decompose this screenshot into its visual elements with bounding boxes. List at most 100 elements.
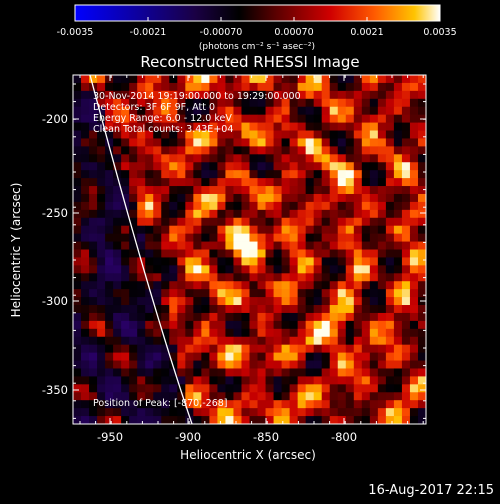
- image-pixel: [89, 233, 98, 242]
- image-pixel: [105, 257, 114, 266]
- image-pixel: [185, 193, 194, 203]
- image-pixel: [161, 289, 170, 298]
- image-pixel: [337, 130, 347, 139]
- image-pixel: [353, 225, 363, 235]
- image-pixel: [385, 193, 395, 203]
- image-pixel: [257, 178, 266, 187]
- image-pixel: [169, 305, 178, 314]
- image-pixel: [273, 82, 282, 92]
- image-pixel: [113, 297, 122, 306]
- image-pixel: [169, 98, 178, 108]
- image-pixel: [185, 98, 194, 108]
- image-pixel: [297, 82, 307, 92]
- image-pixel: [153, 162, 162, 171]
- image-pixel: [241, 162, 250, 171]
- image-pixel: [329, 233, 339, 242]
- image-pixel: [329, 408, 339, 417]
- image-pixel: [233, 138, 242, 147]
- image-pixel: [297, 170, 307, 179]
- image-pixel: [233, 384, 242, 393]
- image-pixel: [145, 257, 154, 266]
- image-pixel: [257, 273, 266, 282]
- colorbar-tick-label: -0.00070: [200, 27, 243, 38]
- image-pixel: [313, 392, 323, 401]
- image-pixel: [353, 201, 363, 211]
- x-tick-label: -900: [175, 430, 201, 444]
- image-pixel: [121, 90, 130, 100]
- image-pixel: [73, 392, 82, 401]
- image-pixel: [233, 320, 242, 330]
- image-pixel: [265, 225, 274, 235]
- image-pixel: [105, 82, 114, 92]
- image-pixel: [353, 305, 363, 314]
- image-pixel: [417, 281, 426, 290]
- image-pixel: [241, 320, 250, 330]
- image-pixel: [361, 281, 371, 290]
- image-pixel: [337, 297, 347, 306]
- image-pixel: [129, 193, 138, 203]
- image-pixel: [249, 368, 258, 377]
- image-pixel: [233, 82, 242, 92]
- image-pixel: [393, 75, 403, 84]
- image-pixel: [337, 273, 347, 282]
- image-pixel: [265, 162, 274, 171]
- image-pixel: [113, 352, 122, 361]
- image-pixel: [321, 130, 331, 139]
- image-pixel: [385, 408, 395, 417]
- image-pixel: [297, 400, 307, 409]
- image-pixel: [145, 90, 154, 100]
- image-pixel: [225, 273, 234, 282]
- image-pixel: [297, 360, 307, 369]
- image-pixel: [393, 90, 403, 100]
- image-pixel: [105, 154, 114, 163]
- image-pixel: [153, 281, 162, 290]
- image-pixel: [313, 352, 323, 361]
- image-pixel: [385, 400, 395, 409]
- image-pixel: [409, 376, 419, 385]
- image-pixel: [409, 217, 419, 227]
- image-pixel: [249, 217, 258, 227]
- image-pixel: [249, 344, 258, 354]
- image-pixel: [321, 217, 331, 227]
- image-pixel: [289, 312, 299, 322]
- image-pixel: [321, 162, 331, 171]
- image-pixel: [153, 368, 162, 377]
- image-pixel: [281, 209, 291, 219]
- image-pixel: [385, 376, 395, 385]
- image-pixel: [145, 289, 154, 298]
- image-pixel: [321, 138, 331, 147]
- image-pixel: [193, 249, 202, 258]
- image-pixel: [273, 289, 282, 298]
- image-pixel: [89, 281, 98, 290]
- colorbar-tick-label: 0.0021: [350, 27, 383, 38]
- image-pixel: [281, 328, 291, 338]
- image-pixel: [337, 384, 347, 393]
- image-pixel: [233, 217, 242, 227]
- image-pixel: [145, 297, 154, 306]
- image-pixel: [361, 154, 371, 163]
- image-pixel: [201, 122, 210, 131]
- image-pixel: [273, 162, 282, 171]
- image-pixel: [377, 130, 387, 139]
- image-pixel: [225, 201, 234, 211]
- image-pixel: [177, 209, 186, 219]
- image-pixel: [337, 186, 347, 195]
- image-pixel: [209, 193, 218, 203]
- image-pixel: [105, 98, 114, 108]
- image-pixel: [201, 82, 210, 92]
- image-pixel: [225, 352, 234, 361]
- image-pixel: [305, 130, 315, 139]
- image-pixel: [257, 352, 266, 361]
- image-pixel: [105, 249, 114, 258]
- image-pixel: [361, 75, 371, 84]
- image-pixel: [145, 336, 154, 346]
- image-pixel: [177, 328, 186, 338]
- image-pixel: [249, 201, 258, 211]
- image-pixel: [409, 312, 419, 322]
- image-pixel: [385, 186, 395, 195]
- image-pixel: [193, 82, 202, 92]
- image-pixel: [257, 289, 266, 298]
- image-pixel: [313, 241, 323, 250]
- image-pixel: [361, 257, 371, 266]
- image-pixel: [345, 368, 355, 377]
